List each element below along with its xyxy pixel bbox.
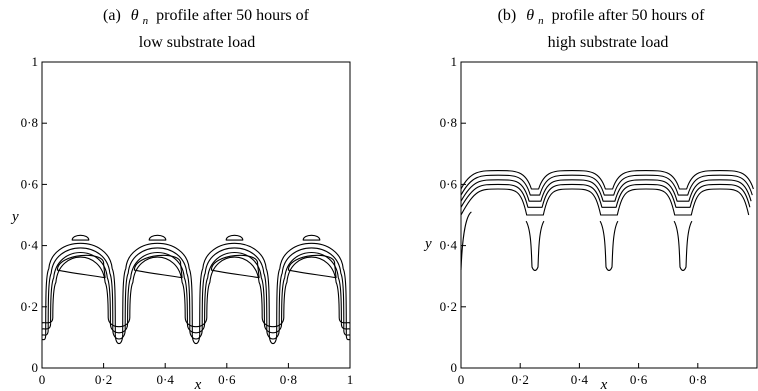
panel-a-contour-level-2 [278,247,345,330]
panel-b-xtick-label: 0·8 [689,372,706,387]
panel-a-contour-level-1 [276,242,347,335]
panel-b: (b) θ n profile after 50 hours of high s… [423,7,758,391]
panel-b-ytick-label: 0·2 [440,299,457,314]
panel-b-edge-contour [460,211,472,271]
panel-b-title-prefix: (b) [498,7,517,24]
panel-a-contour-level-1 [45,242,116,335]
panel-a-valley-contour [263,323,283,334]
panel-a-edge-contour [340,323,351,331]
panel-b-xtick-label: 0·4 [571,372,589,387]
panel-b-xtick-label: 0·2 [512,372,529,387]
panel-b-xtick-label: 0·6 [630,372,648,387]
panel-b-contour-level-4 [460,183,751,208]
panel-b-ylabel: y [423,236,432,252]
panel-b-xlabel: x [600,377,608,391]
panel-b-title-line2: high substrate load [548,34,669,51]
panel-a-small-contour [71,234,90,241]
panel-a-contour-level-4 [206,256,263,318]
panel-b-ytick-label: 0·6 [440,176,458,191]
panel-a-contours [41,234,351,345]
panel-a-edge-contour [345,334,351,341]
panel-a-ytick-label: 0·6 [21,176,39,191]
panel-a-ytick-label: 0 [32,360,39,375]
panel-b-ticks: 0 0·2 0·4 0·6 0·8 0 0·2 0·4 0·6 0·8 1 [440,54,707,387]
panel-a-valley-contour [109,323,129,334]
panel-a-ytick-label: 1 [32,54,39,69]
panel-a-valley-contour [189,329,203,340]
panel-a-edge-contour [343,329,351,337]
panel-a-contour-level-4 [283,256,340,318]
panel-a-ytick-label: 0·2 [21,299,38,314]
panel-b-contour-level-3 [460,179,752,202]
panel-a-valley-contour [184,317,208,328]
panel-b-title-symbol: θ [526,7,534,24]
panel-a-edge-contour [41,317,54,324]
panel-a-valley-contour [266,329,280,340]
panel-a-title-symbol: θ [131,7,139,24]
panel-a-xtick-label: 0·8 [280,372,297,387]
panel-a-edge-contour [41,329,49,337]
panel-a-small-contour [302,234,321,241]
panel-a-inner-contour [210,254,260,279]
panel-a-ticks: 0 0·2 0·4 0·6 0·8 1 0 0·2 0·4 0·6 0·8 1 [21,54,354,387]
panel-a-xtick-label: 0·6 [218,372,236,387]
panel-b-title-line1: (b) θ n profile after 50 hours of [498,7,706,28]
panel-a-edge-contour [338,317,351,324]
panel-a-inner-contour [287,254,337,279]
panel-b-contour-level-5 [460,188,750,216]
panel-a-inner-contour [133,254,183,279]
panel-a-edge-contour [41,334,47,341]
panel-b-contour-level-2 [460,174,753,196]
panel-a-contour-level-3 [50,252,111,324]
panel-b-contour-level-1 [460,170,754,190]
panel-a-contour-level-1 [122,242,193,335]
panel-a-edge-contour [41,323,52,331]
panel-b-title-subscript: n [538,15,544,27]
panel-a-title-rest: profile after 50 hours of [156,7,310,24]
panel-a-contour-level-4 [52,256,109,318]
panel-b-ytick-label: 0 [451,360,458,375]
panel-a-xtick-label: 1 [347,372,354,387]
panel-a-title-prefix: (a) [103,7,121,24]
panel-a: (a) θ n profile after 50 hours of low su… [10,7,353,391]
panel-a-contour-level-3 [281,252,342,324]
panel-a-xlabel: x [194,377,202,391]
panel-a-valley-contour [107,317,131,328]
panel-a-contour-level-3 [127,252,188,324]
panel-a-contour-level-2 [47,247,114,330]
panel-b-ytick-label: 0·4 [440,238,458,253]
panel-b-ytick-label: 1 [451,54,458,69]
panel-b-finger-contour [673,220,693,271]
panel-a-small-contour [225,234,244,241]
panel-a-valley-contour [112,329,126,340]
panel-a-contour-level-1 [199,242,270,335]
panel-b-contours [460,170,754,271]
panel-a-contour-level-3 [204,252,265,324]
panel-a-valley-contour [261,317,285,328]
panel-b-finger-contour [525,220,545,271]
panel-a-contour-level-2 [124,247,191,330]
panel-a-xtick-label: 0 [39,372,46,387]
panel-b-title-rest: profile after 50 hours of [552,7,706,24]
panel-a-ytick-label: 0·4 [21,238,39,253]
panel-b-ytick-label: 0·8 [440,115,457,130]
panel-b-xtick-label: 0 [458,372,465,387]
panel-a-small-contour [148,234,167,241]
panel-a-valley-contour [186,323,206,334]
panel-a-contour-level-2 [201,247,268,330]
panel-b-finger-contour [599,220,619,271]
panel-a-xtick-label: 0·4 [157,372,175,387]
panel-a-title-line1: (a) θ n profile after 50 hours of [103,7,310,28]
panel-a-xtick-label: 0·2 [95,372,112,387]
panel-a-contour-level-4 [129,256,186,318]
panel-a-title-line2: low substrate load [139,34,255,51]
panel-a-inner-contour [56,254,106,279]
panel-a-ytick-label: 0·8 [21,115,38,130]
panel-a-axes-frame [41,61,351,369]
panel-a-ylabel: y [10,209,19,225]
panel-a-title-subscript: n [143,15,149,27]
